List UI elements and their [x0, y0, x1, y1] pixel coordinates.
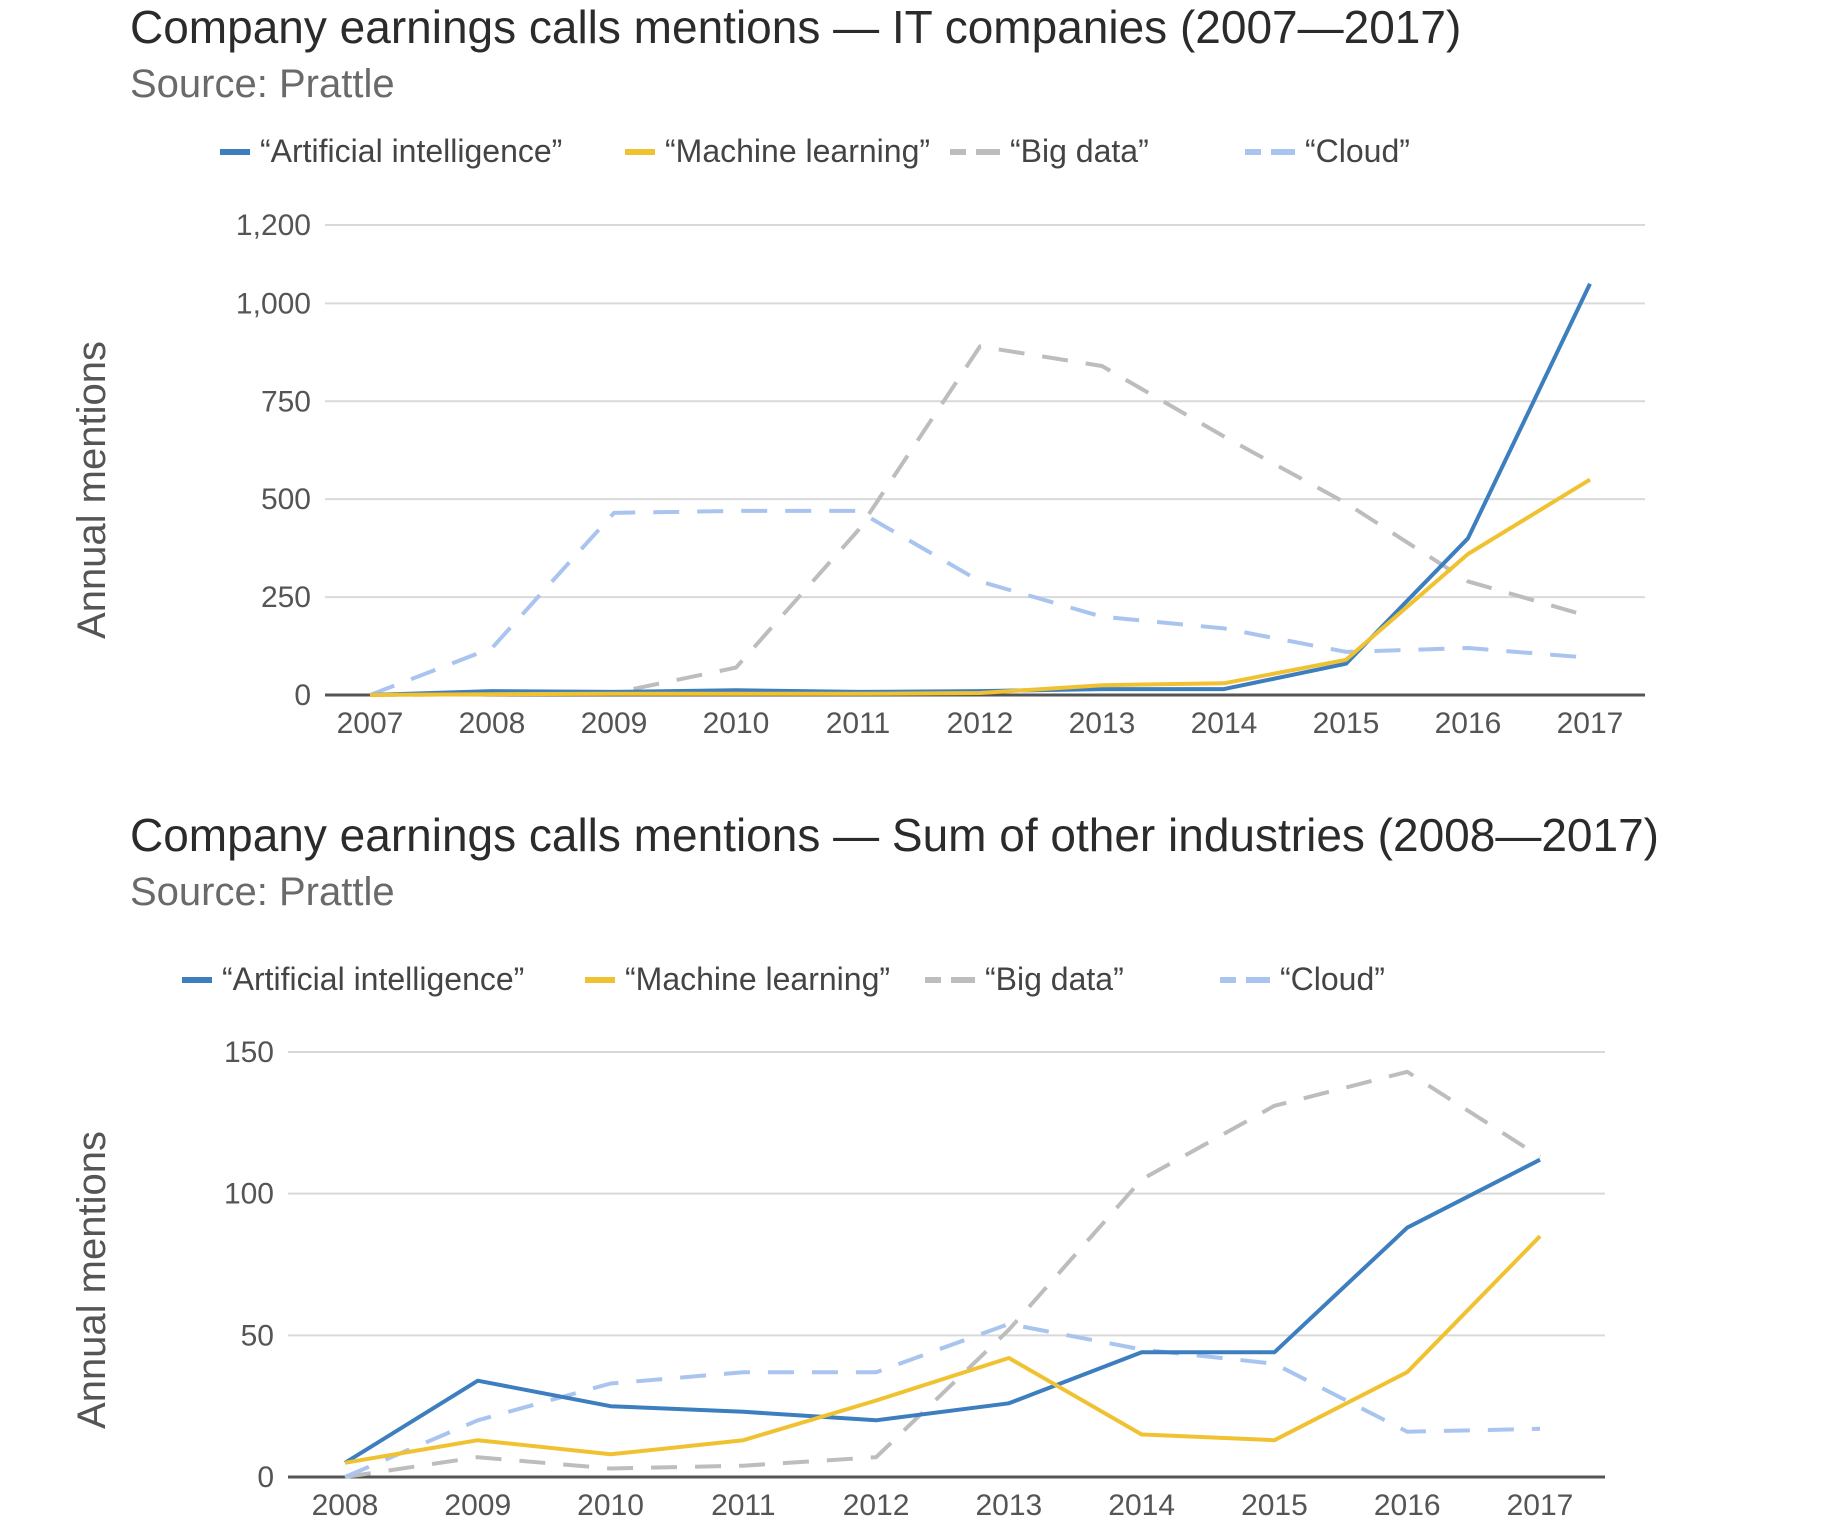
legend-label: “Machine learning” — [665, 133, 930, 169]
chart-panel-it-companies: Company earnings calls mentions — IT com… — [70, 1, 1645, 740]
legend-item: “Big data” — [950, 133, 1149, 169]
x-tick-label: 2011 — [826, 707, 891, 740]
legend-label: “Cloud” — [1305, 133, 1410, 169]
series-line — [343, 1157, 1541, 1465]
x-tick-label: 2015 — [1241, 1489, 1308, 1522]
chart-title: Company earnings calls mentions — IT com… — [130, 1, 1462, 53]
y-tick-label: 500 — [261, 483, 311, 516]
y-tick-label: 750 — [261, 385, 311, 418]
x-tick-label: 2016 — [1374, 1489, 1441, 1522]
line-chart-it-companies: 0 250 500 750 1,000 1,200 2007 2008 2009 2010 2011… — [70, 133, 1645, 740]
legend-item: “Machine learning” — [625, 133, 930, 169]
series-line — [369, 477, 1592, 697]
series-line — [369, 508, 1591, 697]
y-tick-label: 1,000 — [236, 287, 311, 320]
y-tick-label: 100 — [224, 1178, 274, 1211]
series-line — [344, 1322, 1541, 1479]
legend-label: “Artificial intelligence” — [222, 961, 524, 997]
y-tick-label: 1,200 — [236, 209, 311, 242]
y-axis-label: Annual mentions — [70, 1131, 114, 1429]
series-line — [369, 344, 1591, 697]
x-tick-label: 2017 — [1557, 707, 1624, 740]
x-tick-label: 2014 — [1108, 1489, 1175, 1522]
chart-source: Source: Prattle — [130, 870, 395, 914]
legend-label: “Big data” — [1010, 133, 1149, 169]
x-tick-label: 2008 — [312, 1489, 379, 1522]
legend-label: “Big data” — [985, 961, 1124, 997]
legend-item: “Big data” — [925, 961, 1124, 997]
x-tick-label: 2007 — [337, 707, 404, 740]
x-tick-label: 2015 — [1313, 707, 1380, 740]
chart-panel-other-industries: Company earnings calls mentions — Sum of… — [0, 800, 1822, 1532]
x-tick-label: 2012 — [947, 707, 1014, 740]
y-tick-label: 50 — [241, 1319, 274, 1352]
y-tick-label: 150 — [224, 1036, 274, 1069]
y-axis-label: Annual mentions — [70, 341, 114, 639]
legend-item: “Artificial intelligence” — [220, 133, 562, 169]
x-tick-label: 2009 — [444, 1489, 511, 1522]
y-tick-label: 250 — [261, 581, 311, 614]
legend-label: “Machine learning” — [625, 961, 890, 997]
chart-source: Source: Prattle — [130, 62, 395, 106]
x-tick-label: 2012 — [843, 1489, 910, 1522]
legend-item: “Cloud” — [1245, 133, 1410, 169]
legend-item: “Machine learning” — [585, 961, 890, 997]
x-tick-label: 2016 — [1435, 707, 1502, 740]
x-tick-label: 2011 — [711, 1489, 776, 1522]
x-tick-label: 2010 — [577, 1489, 644, 1522]
y-tick-label: 0 — [294, 679, 311, 712]
x-tick-label: 2009 — [581, 707, 648, 740]
legend-item: “Artificial intelligence” — [182, 961, 524, 997]
x-tick-label: 2013 — [1069, 707, 1136, 740]
x-tick-label: 2010 — [703, 707, 770, 740]
x-tick-label: 2014 — [1191, 707, 1258, 740]
series-line — [344, 1234, 1542, 1465]
chart-title: Company earnings calls mentions — Sum of… — [130, 809, 1659, 861]
x-tick-label: 2017 — [1507, 1489, 1574, 1522]
legend-label: “Cloud” — [1280, 961, 1385, 997]
y-tick-label: 0 — [257, 1461, 274, 1494]
legend-item: “Cloud” — [1220, 961, 1385, 997]
x-tick-label: 2008 — [459, 707, 526, 740]
line-chart-other-industries: 0 50 100 150 2008 2009 2010 2011 2012 2013 2014 201… — [70, 961, 1605, 1522]
legend-label: “Artificial intelligence” — [260, 133, 562, 169]
series-line — [344, 1069, 1542, 1479]
x-tick-label: 2013 — [976, 1489, 1043, 1522]
